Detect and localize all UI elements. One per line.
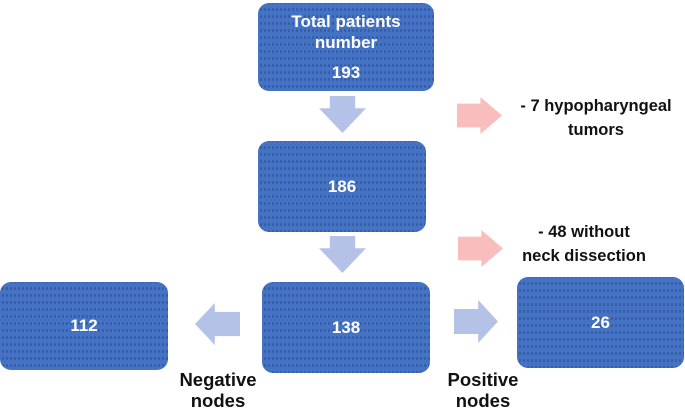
- exclusion-note-dissection-line1: - 48 without: [538, 223, 630, 241]
- negative-nodes-label-line2: nodes: [190, 390, 246, 411]
- down-arrow-icon: [319, 236, 366, 273]
- flow-box-total-line1: Total patients: [291, 12, 401, 31]
- flow-box-total-value: 193: [331, 63, 361, 82]
- positive-nodes-label-line2: nodes: [455, 390, 511, 411]
- exclusion-right-arrow-icon: [458, 230, 503, 267]
- exclusion-note-tumors-line1: - 7 hypopharyngeal: [520, 97, 672, 115]
- flow-box-186-value: 186: [327, 176, 357, 196]
- negative-nodes-label: Negative nodes: [153, 369, 283, 411]
- flow-box-total-patients: Total patients number 193: [258, 3, 434, 91]
- exclusion-note-dissection-line2: neck dissection: [522, 247, 646, 265]
- down-arrow-icon: [319, 96, 366, 133]
- flow-box-negative-nodes: 112: [0, 282, 168, 370]
- flow-box-186: 186: [258, 141, 426, 232]
- exclusion-note-tumors-line2: tumors: [568, 121, 624, 139]
- exclusion-note-dissection: - 48 without neck dissection: [501, 220, 667, 268]
- exclusion-right-arrow-icon: [457, 97, 502, 134]
- right-arrow-icon: [454, 300, 498, 343]
- flow-box-138-value: 138: [331, 317, 361, 337]
- flow-box-112-value: 112: [70, 316, 98, 335]
- positive-nodes-label-line1: Positive: [447, 369, 519, 390]
- positive-nodes-label: Positive nodes: [418, 369, 548, 411]
- negative-nodes-label-line1: Negative: [179, 369, 257, 390]
- flow-box-total-line2: number: [314, 33, 378, 52]
- flow-box-positive-nodes: 26: [517, 277, 684, 368]
- flow-box-26-value: 26: [591, 312, 610, 332]
- left-arrow-icon: [195, 303, 240, 345]
- exclusion-note-tumors: - 7 hypopharyngeal tumors: [511, 94, 681, 142]
- flow-box-138: 138: [262, 282, 430, 373]
